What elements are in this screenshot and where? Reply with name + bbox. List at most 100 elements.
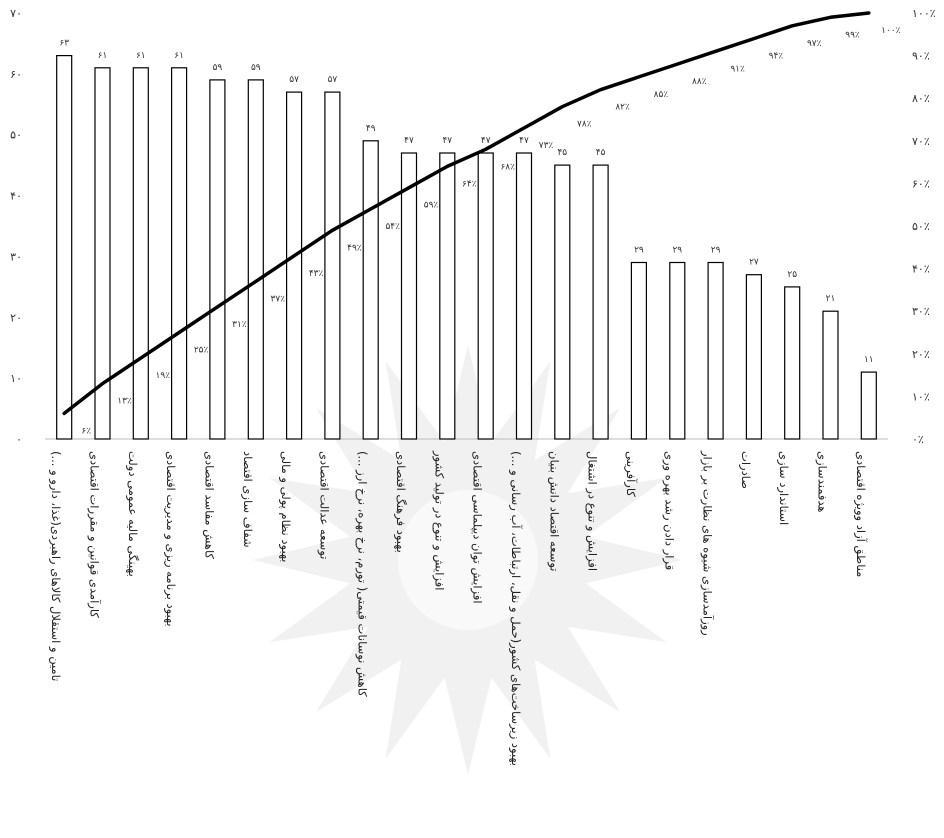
- right-tick-label: ۴۰٪: [912, 263, 930, 276]
- bar-value-label: ۵۹: [251, 63, 261, 73]
- bar-value-label: ۴۵: [596, 148, 606, 158]
- bar: [439, 152, 456, 440]
- category-label: کارآمدی قوانین و مقررات اقتصادی: [87, 451, 102, 618]
- left-tick-label: ۲۰: [10, 311, 22, 324]
- cumulative-percent-label: ۸۵٪: [654, 90, 669, 100]
- right-tick-label: ۸۰٪: [912, 92, 930, 105]
- right-tick-label: ۶۰٪: [912, 177, 930, 190]
- bar: [477, 152, 494, 440]
- bar-value-label: ۶۱: [174, 51, 184, 61]
- right-tick-label: ۲۰٪: [912, 348, 930, 361]
- bar-value-label: ۶۱: [136, 51, 146, 61]
- bar: [554, 164, 571, 440]
- right-tick-label: ۱۰٪: [912, 390, 930, 403]
- bar-value-label: ۴۹: [366, 124, 376, 134]
- category-label: روزآمدسازی شیوه های نظارت بر بازار: [700, 450, 715, 636]
- right-tick-label: ۱۰۰٪: [912, 7, 936, 20]
- cumulative-percent-label: ۱۹٪: [156, 371, 171, 381]
- cumulative-percent-label: ۹۱٪: [730, 64, 745, 74]
- bar: [171, 67, 188, 440]
- right-tick-label: ۵۰٪: [912, 220, 930, 233]
- right-tick-label: ۹۰٪: [912, 50, 930, 63]
- cumulative-percent-label: ۸۲٪: [615, 103, 630, 113]
- bar: [669, 261, 686, 440]
- bar: [324, 91, 341, 440]
- right-tick-label: ۰٪: [912, 433, 924, 446]
- left-tick-label: ۱۰: [10, 372, 22, 385]
- bar-value-label: ۲۷: [749, 258, 759, 268]
- category-label: قرار دادن رشد بهره وری: [661, 451, 676, 570]
- bar-value-label: ۶۳: [59, 39, 69, 49]
- right-tick-label: ۷۰٪: [912, 135, 930, 148]
- cumulative-percent-label: ۹۹٪: [845, 30, 860, 40]
- bar: [132, 67, 149, 440]
- bar-value-label: ۵۷: [289, 75, 299, 85]
- bar: [784, 286, 801, 440]
- left-y-axis: ۰ ۱۰ ۲۰ ۳۰ ۴۰ ۵۰ ۶۰ ۷۰: [10, 7, 22, 446]
- category-label: افزایش توان دیپلماسی اقتصادی: [470, 451, 485, 604]
- bar-series: [56, 54, 877, 440]
- cumulative-percent-label: ۶۴٪: [462, 179, 477, 189]
- bar-value-label: ۴۵: [557, 148, 567, 158]
- bar: [247, 79, 264, 440]
- bar: [56, 54, 73, 440]
- left-tick-label: ۰: [16, 433, 22, 446]
- bar-data-labels: ۶۳ ۶۱ ۶۱ ۶۱ ۵۹ ۵۹ ۵۷ ۵۷ ۴۹ ۴۷ ۴۷ ۴۷ ۴۷ ۴۵ ۴۵ ۲۹ ۲۹ ۲۹ ۲۷ ۲۵…: [59, 39, 873, 366]
- bar: [592, 164, 609, 440]
- bar: [860, 371, 877, 440]
- category-label: توسعه اقتصاد دانش بنیان: [546, 451, 561, 572]
- right-y-axis: ۰٪ ۱۰٪ ۲۰٪ ۳۰٪ ۴۰٪ ۵۰٪ ۶۰٪ ۷۰٪ ۸۰٪ ۹۰٪ ۱۰۰٪: [912, 7, 936, 446]
- bar-value-label: ۲۵: [787, 270, 797, 280]
- cumulative-percent-label: ۹۷٪: [807, 39, 822, 49]
- cumulative-percent-label: ۱۳٪: [117, 397, 132, 407]
- category-label: مناطق آزاد وویژه اقتصادی: [853, 451, 868, 577]
- category-label: استاندارد سازی: [776, 451, 791, 525]
- watermark-logo: [253, 345, 683, 775]
- cumulative-percent-labels: ۶٪ ۱۳٪ ۱۹٪ ۲۵٪ ۳۱٪ ۳۷٪ ۴۳٪ ۴۹٪ ۵۴٪ ۵۹٪ ۶۴٪ ۶۸٪ ۷۳٪ ۷۸…: [81, 26, 900, 436]
- bar-value-label: ۱۱: [864, 355, 874, 365]
- category-label: بهبود نظام پولی و مالی: [278, 451, 293, 562]
- cumulative-percent-label: ۴۳٪: [309, 269, 324, 279]
- left-tick-label: ۴۰: [10, 190, 22, 203]
- bar-value-label: ۲۹: [711, 246, 721, 256]
- cumulative-percent-label: ۵۹٪: [424, 201, 439, 211]
- cumulative-percent-label: ۴۹٪: [347, 243, 362, 253]
- left-tick-label: ۷۰: [10, 7, 22, 20]
- bar-value-label: ۴۷: [519, 136, 529, 146]
- category-label: کارآفرینی: [623, 451, 638, 497]
- category-label: صادرات: [738, 451, 753, 489]
- bar-value-label: ۴۷: [481, 136, 491, 146]
- cumulative-line: [62, 11, 871, 416]
- bar: [400, 152, 418, 440]
- bar-value-label: ۵۹: [213, 63, 223, 73]
- bar: [209, 79, 226, 440]
- bar: [630, 261, 648, 440]
- category-label: هدفمندسازی: [815, 451, 830, 512]
- left-tick-label: ۵۰: [10, 129, 22, 142]
- bar-value-label: ۴۷: [404, 136, 414, 146]
- right-tick-label: ۳۰٪: [912, 305, 930, 318]
- category-label: افزایش و تنوع در تولید کشور: [431, 450, 446, 590]
- category-label: بهبود زیرساخت‌های کشور(حمل و نقل، ارتباط…: [508, 451, 523, 766]
- bar: [286, 91, 303, 440]
- bar-value-label: ۴۷: [442, 136, 452, 146]
- bar-value-label: ۲۹: [634, 246, 644, 256]
- bar-value-label: ۲۱: [826, 294, 836, 304]
- category-label: شفاف سازی اقتصاد: [240, 451, 255, 548]
- cumulative-percent-label: ۳۷٪: [271, 294, 286, 304]
- bar-value-label: ۵۷: [328, 75, 338, 85]
- cumulative-percent-label: ۸۸٪: [692, 77, 707, 87]
- bar: [362, 140, 379, 440]
- watermark-core: [398, 490, 538, 630]
- cumulative-percent-label: ۷۳٪: [539, 141, 554, 151]
- left-tick-label: ۶۰: [10, 68, 22, 81]
- cumulative-percent-label: ۱۰۰٪: [881, 26, 901, 36]
- cumulative-percent-label: ۵۴٪: [385, 222, 400, 232]
- category-label: توسعه عدالت اقتصادی: [316, 451, 331, 559]
- cumulative-percent-label: ۹۴٪: [769, 52, 784, 62]
- bar: [745, 274, 763, 440]
- bar-value-label: ۶۱: [98, 51, 108, 61]
- category-label: بهبود برنامه ریزی و مدیریت اقتصادی: [163, 451, 178, 627]
- category-label: کاهش نوسانات قیمتی( تورم، نرخ بهره، نرخ …: [355, 451, 370, 697]
